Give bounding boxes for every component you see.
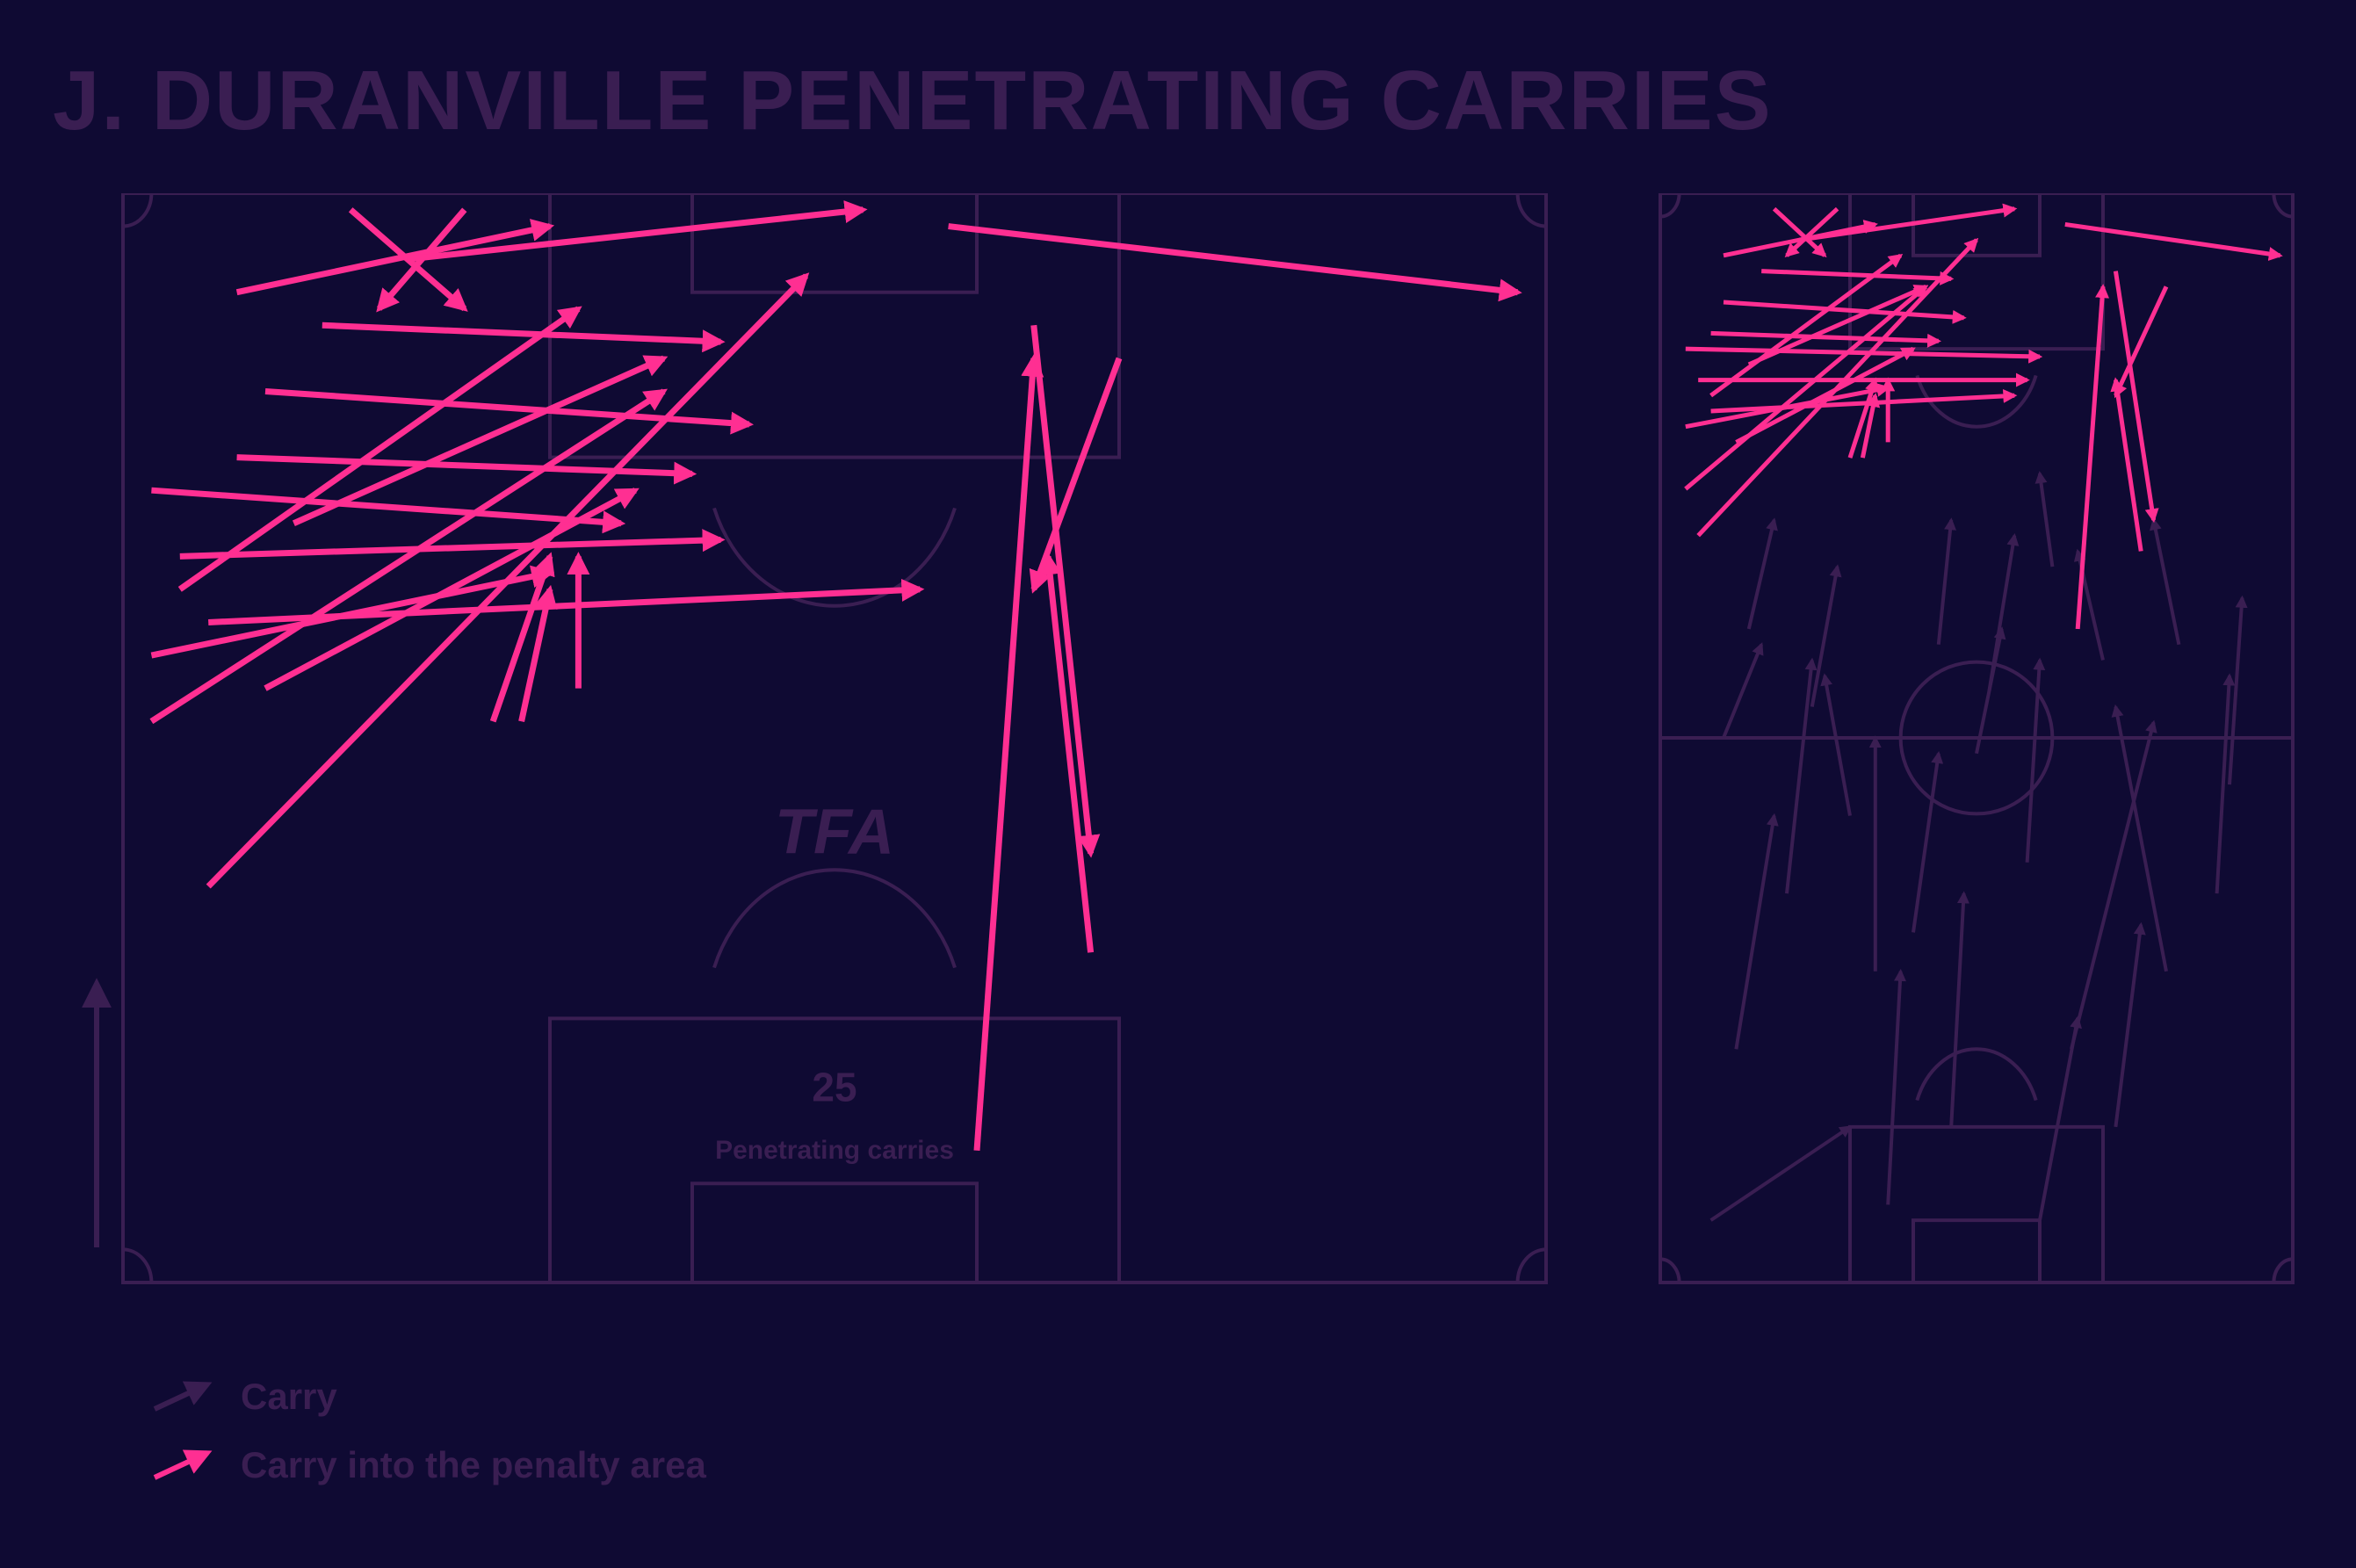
arrow-icon: [149, 1379, 220, 1414]
legend: Carry Carry into the penalty area: [149, 1370, 706, 1507]
chart-root: J. DURANVILLE PENETRATING CARRIES TFA 25 P…: [0, 0, 2356, 1568]
legend-label: Carry: [241, 1376, 337, 1418]
legend-row-penalty-carry: Carry into the penalty area: [149, 1439, 706, 1492]
svg-text:TFA: TFA: [775, 798, 894, 868]
arrow-icon: [149, 1448, 220, 1483]
legend-label: Carry into the penalty area: [241, 1444, 706, 1486]
chart-svg: TFA 25 Penetrating carries: [53, 193, 2303, 1335]
svg-text:Penetrating carries: Penetrating carries: [715, 1136, 954, 1165]
svg-text:25: 25: [812, 1064, 856, 1109]
legend-row-carry: Carry: [149, 1370, 706, 1423]
chart-title: J. DURANVILLE PENETRATING CARRIES: [53, 53, 1773, 149]
chart-canvas: TFA 25 Penetrating carries: [53, 193, 2303, 1335]
